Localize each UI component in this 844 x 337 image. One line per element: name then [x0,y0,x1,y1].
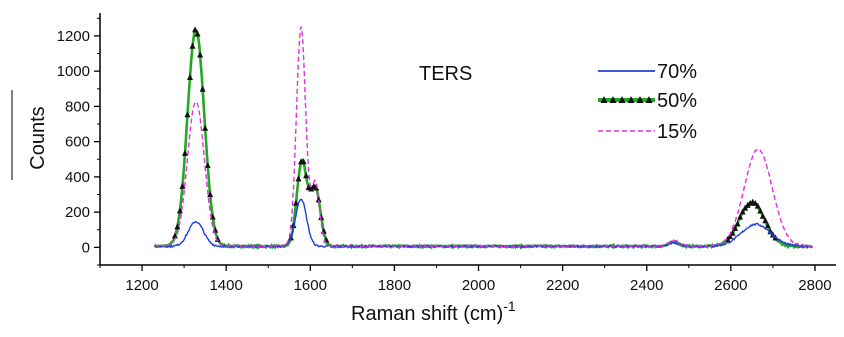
series-marker [194,30,201,37]
y-axis-title: Counts [27,106,49,169]
x-tick-label: 2200 [546,277,579,294]
series-marker [192,26,199,33]
y-tick-label: 600 [65,134,90,151]
x-tick-label: 2600 [714,277,747,294]
legend-marker [618,96,626,103]
x-tick-label: 1400 [209,277,242,294]
series-group [153,26,814,251]
series-marker [189,42,196,49]
series-marker [295,175,302,182]
series-marker [204,161,211,168]
y-tick-label: 0 [82,239,90,256]
series-marker [313,184,320,191]
series-marker [292,199,299,206]
series-marker [739,208,746,215]
series-marker [179,182,186,189]
series-marker [202,124,209,131]
legend-marker [645,96,653,103]
x-axis-title-main: Raman shift (cm) [351,303,503,325]
series-marker [290,222,297,229]
x-axis-title-sup: -1 [503,298,516,314]
series-marker [762,217,769,224]
ters-annotation: TERS [419,63,472,85]
x-tick-label: 1800 [378,277,411,294]
legend-label-70: 70% [657,61,697,83]
series-marker [744,201,751,208]
series-marker [199,85,206,92]
series-marker [174,223,181,230]
series-marker [181,149,188,156]
series-marker [729,229,736,236]
series-line-50pct [153,28,814,251]
legend-marker [609,96,617,103]
x-tick-label: 1200 [125,277,158,294]
series-marker [320,227,327,234]
x-tick-label: 2400 [630,277,663,294]
series-marker [732,224,739,231]
series-marker [300,158,307,165]
series-marker [207,191,214,198]
series-marker [315,196,322,203]
legend-label-15: 15% [657,121,697,143]
x-tick-label: 2000 [462,277,495,294]
series-marker [303,172,310,179]
series-marker [727,232,734,239]
legend-marker [636,96,644,103]
series-marker [754,202,761,209]
series-marker [737,213,744,220]
series-marker [764,222,771,229]
legend-label-50: 50% [657,90,697,112]
series-marker [759,212,766,219]
series-marker [734,220,741,227]
series-line-15pct [154,26,813,249]
series-marker [752,199,759,206]
y-tick-label: 800 [65,98,90,115]
legend-markers-50 [600,96,653,103]
y-ticks: 0 200 400 600 800 1000 1200 [57,17,100,266]
y-tick-label: 200 [65,204,90,221]
y-tick-label: 400 [65,169,90,186]
legend: 70% 50% 15% [598,61,697,143]
legend-marker [600,96,608,103]
x-tick-label: 2800 [798,277,831,294]
series-marker [197,51,204,58]
series-marker [171,232,178,239]
y-tick-label: 1200 [57,28,90,45]
x-axis-title: Raman shift (cm)-1 [351,298,516,325]
series-line-70pct [154,198,813,249]
series-marker [184,111,191,118]
x-tick-label: 1600 [294,277,327,294]
legend-marker [627,96,635,103]
series-marker [176,207,183,214]
x-ticks: 1200 1400 1600 1800 2000 2200 2400 2600 2800 [99,265,832,294]
series-marker [187,73,194,80]
series-marker [757,207,764,214]
y-tick-label: 1000 [57,63,90,80]
